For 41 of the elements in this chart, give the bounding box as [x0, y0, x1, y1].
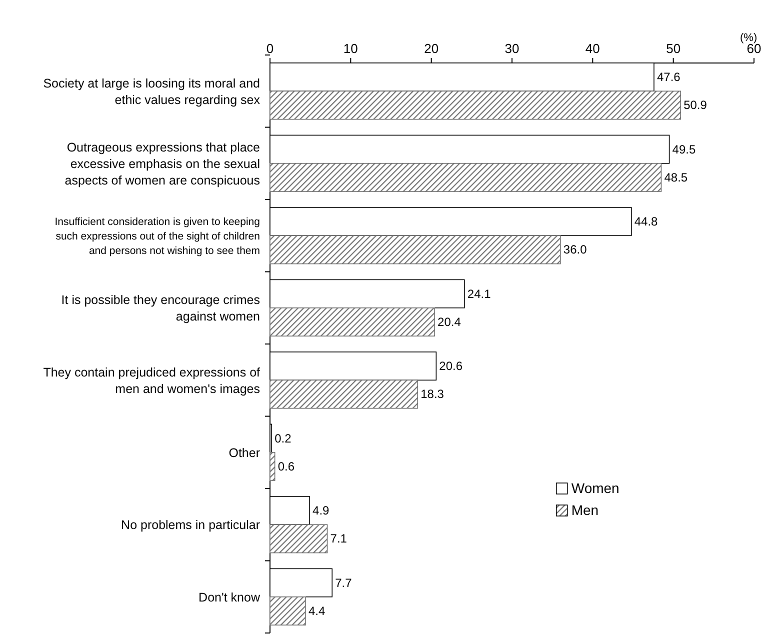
bar — [270, 524, 328, 554]
y-tick-label: No problems in particular — [121, 518, 260, 532]
x-tick-label: 30 — [504, 41, 520, 56]
bar — [270, 380, 418, 409]
bar — [270, 90, 681, 120]
data-label: 0.2 — [274, 431, 292, 446]
y-tick-label: They contain prejudiced expressions of men and women's images — [43, 365, 261, 396]
x-tick-label: 0 — [266, 41, 274, 56]
data-label: 0.6 — [278, 459, 295, 474]
bar — [270, 235, 561, 264]
x-tick-label: 10 — [343, 41, 358, 56]
bar — [270, 162, 662, 192]
data-label: 47.6 — [656, 70, 681, 84]
bar — [270, 596, 306, 626]
y-tick-label: It is possible they encourage crimes against women — [61, 293, 260, 324]
bar — [270, 307, 435, 336]
bar — [270, 452, 276, 481]
y-tick-label: Outrageous expressions that place excessive emphasis on the sexual aspects of women are conspicuous — [64, 140, 260, 188]
data-label: 49.5 — [672, 142, 696, 156]
data-label: 4.4 — [308, 604, 326, 618]
data-label: 18.3 — [420, 387, 444, 402]
data-label: 44.8 — [634, 214, 658, 229]
y-tick-label: Society at large is loosing its moral and ethic values regarding sex — [43, 76, 261, 107]
data-label: 48.5 — [664, 170, 688, 184]
legend-label: Women — [571, 480, 620, 496]
data-label: 4.9 — [312, 504, 330, 518]
data-label: 36.0 — [563, 242, 588, 257]
x-tick-label: 40 — [585, 41, 600, 56]
legend-label: Men — [571, 502, 599, 518]
y-tick-label: Insufficient consideration is given to keeping such expressions out of the sight of children and persons not wishing to see them — [54, 216, 260, 257]
data-label: 7.1 — [330, 532, 348, 546]
data-label: 7.7 — [335, 576, 352, 590]
data-label: 50.9 — [684, 98, 708, 112]
y-tick-label: Other — [228, 446, 260, 460]
y-tick-label: Don't know — [198, 590, 261, 604]
x-tick-label: 50 — [666, 41, 681, 56]
x-tick-label: 20 — [424, 41, 439, 56]
text: (%) — [740, 32, 758, 44]
data-label: 20.4 — [438, 314, 462, 329]
data-label: 20.6 — [439, 359, 463, 374]
data-label: 24.1 — [467, 286, 492, 301]
